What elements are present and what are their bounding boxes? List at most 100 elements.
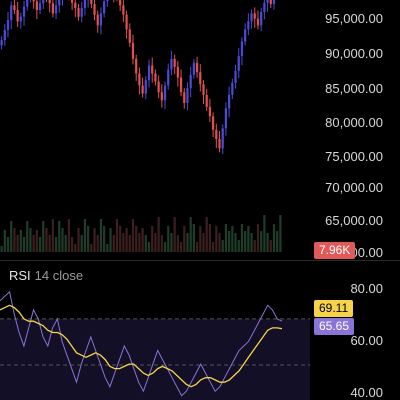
volume-bar [189,217,192,252]
volume-bar [42,221,45,252]
volume-bar [231,226,234,252]
candle-body [26,0,29,7]
candle-body [125,14,128,30]
volume-bar [224,224,228,252]
volume-bar [109,228,112,252]
rsi-axis-label: 80.00 [350,281,383,296]
rsi-title[interactable]: RSI 14 close [9,268,83,283]
candle-body [167,69,170,86]
volume-bar [240,224,244,252]
volume-bar [215,226,218,252]
candle-body [231,82,234,95]
volume-bar [10,221,13,252]
rsi-ma-line [0,304,283,388]
price-axis-label: 80,000.00 [325,115,383,130]
volume-bar [202,233,205,252]
volume-bar [256,224,260,252]
candle-body [70,0,74,3]
volume-bar [279,215,282,252]
volume-bar [218,233,221,252]
candle-body [228,94,231,109]
rsi-value-badge: 69.11 [314,300,354,317]
candle-body [80,8,83,17]
volume-bar [131,219,135,252]
volume-bar [16,235,19,252]
candle-body [266,0,269,3]
candle-body [272,0,276,5]
candle-body [58,0,61,6]
volume-bar [173,217,176,252]
volume-bar [45,228,48,252]
candle-body [19,16,22,22]
candle-body [6,20,10,31]
candle-body [93,4,96,15]
volume-bar [186,233,189,252]
volume-bar [19,230,22,252]
candle-body [147,65,151,81]
candle-body [10,5,13,21]
candle-body [253,13,256,19]
volume-bar [154,233,157,252]
volume-bar [77,228,80,252]
volume-bar [250,233,253,252]
volume-bar [22,237,26,252]
volume-bar [64,235,67,252]
volume-bar [6,237,10,252]
volume-bar [87,226,90,252]
volume-bar [119,226,122,252]
volume-bar [272,224,276,252]
candle-body [32,0,35,2]
candle-body [244,29,247,42]
volume-bar [195,242,199,252]
volume-bar [269,240,272,252]
volume-bar [125,228,128,252]
volume-bar [199,226,202,252]
volume-bar [253,240,256,252]
candle-body [170,58,173,70]
volume-bar [179,242,183,252]
panel-divider [0,260,400,261]
rsi-axis-label: 60.00 [350,333,383,348]
candle-body [263,2,266,13]
candle-body [122,5,125,15]
candle-body [106,0,109,2]
price-axis-label: 90,000.00 [325,46,383,61]
candle-body [35,1,38,11]
candle-body [154,73,157,82]
volume-bar [74,244,77,252]
volume-bar [192,224,195,252]
volume-bar [112,235,115,252]
candle-body [83,0,87,9]
candle-body [51,3,54,14]
volume-bar [170,233,173,252]
volume-bar [71,237,74,252]
rsi-params: 14 close [34,268,84,283]
volume-bar [234,233,237,252]
volume-bar [67,219,70,252]
volume-bar [83,219,87,252]
volume-bar [3,230,6,252]
volume-bar [208,224,211,252]
volume-bar [151,226,154,252]
candle-body [176,66,179,78]
candle-body [90,0,93,5]
candle-body [269,0,272,5]
candle-body [16,10,19,22]
candle-body [38,3,42,11]
rsi-line [0,290,283,397]
price-axis-label: 95,000.00 [325,11,383,26]
candle-body [250,13,253,22]
volume-bar [176,235,179,252]
candle-body [0,40,3,46]
volume-bar [205,217,208,252]
volume-bar [244,231,247,252]
candle-body [141,85,144,94]
volume-bar [29,228,32,252]
volume-bar [122,233,125,252]
volume-bar [115,219,119,252]
candle-body [131,42,135,59]
candle-body [77,8,80,17]
volume-bar [247,226,250,252]
candle-body [202,84,205,95]
